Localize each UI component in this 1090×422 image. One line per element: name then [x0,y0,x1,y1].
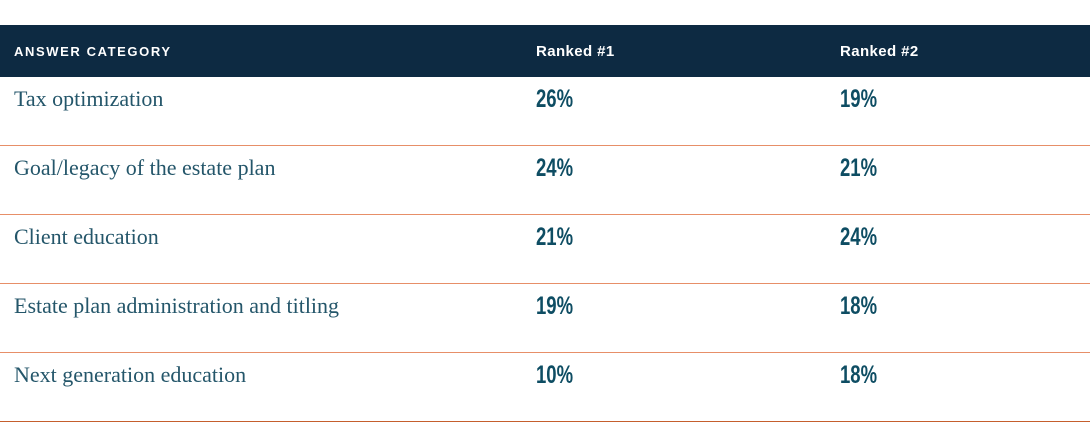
category-label: Next generation education [14,362,247,387]
percent-text: 21% [536,223,574,251]
ranked-1-value: 24% [536,146,840,185]
column-header-answer-category: ANSWER CATEGORY [14,43,172,59]
percent-text: 21% [840,154,878,182]
ranked-2-value: 18% [840,353,1090,392]
percent-text: 19% [536,292,574,320]
category-label: Estate plan administration and titling [14,293,340,318]
ranked-1-value: 10% [536,353,840,392]
percent-text: 10% [536,361,574,389]
ranked-1-value: 21% [536,215,840,254]
category-label: Tax optimization [14,86,164,111]
answer-category-table: ANSWER CATEGORY Ranked #1 Ranked #2 Tax … [0,25,1090,422]
column-header-ranked-1: Ranked #1 [536,42,615,60]
percent-text: 18% [840,292,878,320]
percent-text: 24% [840,223,878,251]
table-row: Client education 21% 24% [0,215,1090,284]
table-header-row: ANSWER CATEGORY Ranked #1 Ranked #2 [0,25,1090,77]
percent-text: 18% [840,361,878,389]
column-header-ranked-2: Ranked #2 [840,42,919,60]
ranked-2-value: 21% [840,146,1090,185]
ranked-2-value: 19% [840,77,1090,116]
table-row: Estate plan administration and titling 1… [0,284,1090,353]
percent-text: 26% [536,85,574,113]
category-label: Client education [14,224,159,249]
table-row: Tax optimization 26% 19% [0,77,1090,146]
percent-text: 19% [840,85,878,113]
ranked-2-value: 24% [840,215,1090,254]
percent-text: 24% [536,154,574,182]
table-row: Goal/legacy of the estate plan 24% 21% [0,146,1090,215]
table-row: Next generation education 10% 18% [0,353,1090,422]
ranked-1-value: 19% [536,284,840,323]
ranked-2-value: 18% [840,284,1090,323]
ranked-1-value: 26% [536,77,840,116]
category-label: Goal/legacy of the estate plan [14,155,276,180]
